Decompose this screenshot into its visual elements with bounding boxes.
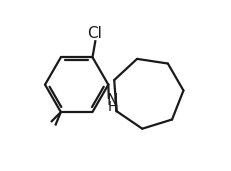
Text: H: H — [107, 100, 117, 114]
Text: N: N — [106, 93, 117, 108]
Text: Cl: Cl — [87, 26, 101, 41]
